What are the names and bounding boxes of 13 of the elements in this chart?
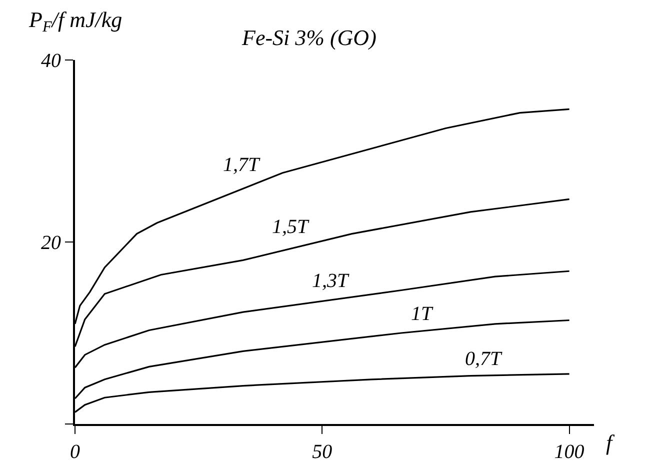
- x-axis-title: f: [606, 430, 615, 455]
- y-tick-label: 40: [41, 50, 61, 72]
- x-tick-label: 0: [70, 441, 80, 463]
- series-label: 1,5T: [272, 216, 310, 238]
- y-axis-title: P$_{F}$/f mJ/kg: [28, 7, 122, 36]
- chart-title: Fe-Si 3% (GO): [241, 25, 376, 50]
- series-label: 1,7T: [223, 154, 261, 176]
- series-label: 1T: [411, 303, 434, 325]
- y-tick-label: 20: [41, 232, 61, 254]
- series-label: 0,7T: [465, 348, 503, 370]
- x-tick-label: 100: [554, 441, 584, 463]
- series-label: 1,3T: [312, 270, 350, 292]
- x-tick-label: 50: [312, 441, 332, 463]
